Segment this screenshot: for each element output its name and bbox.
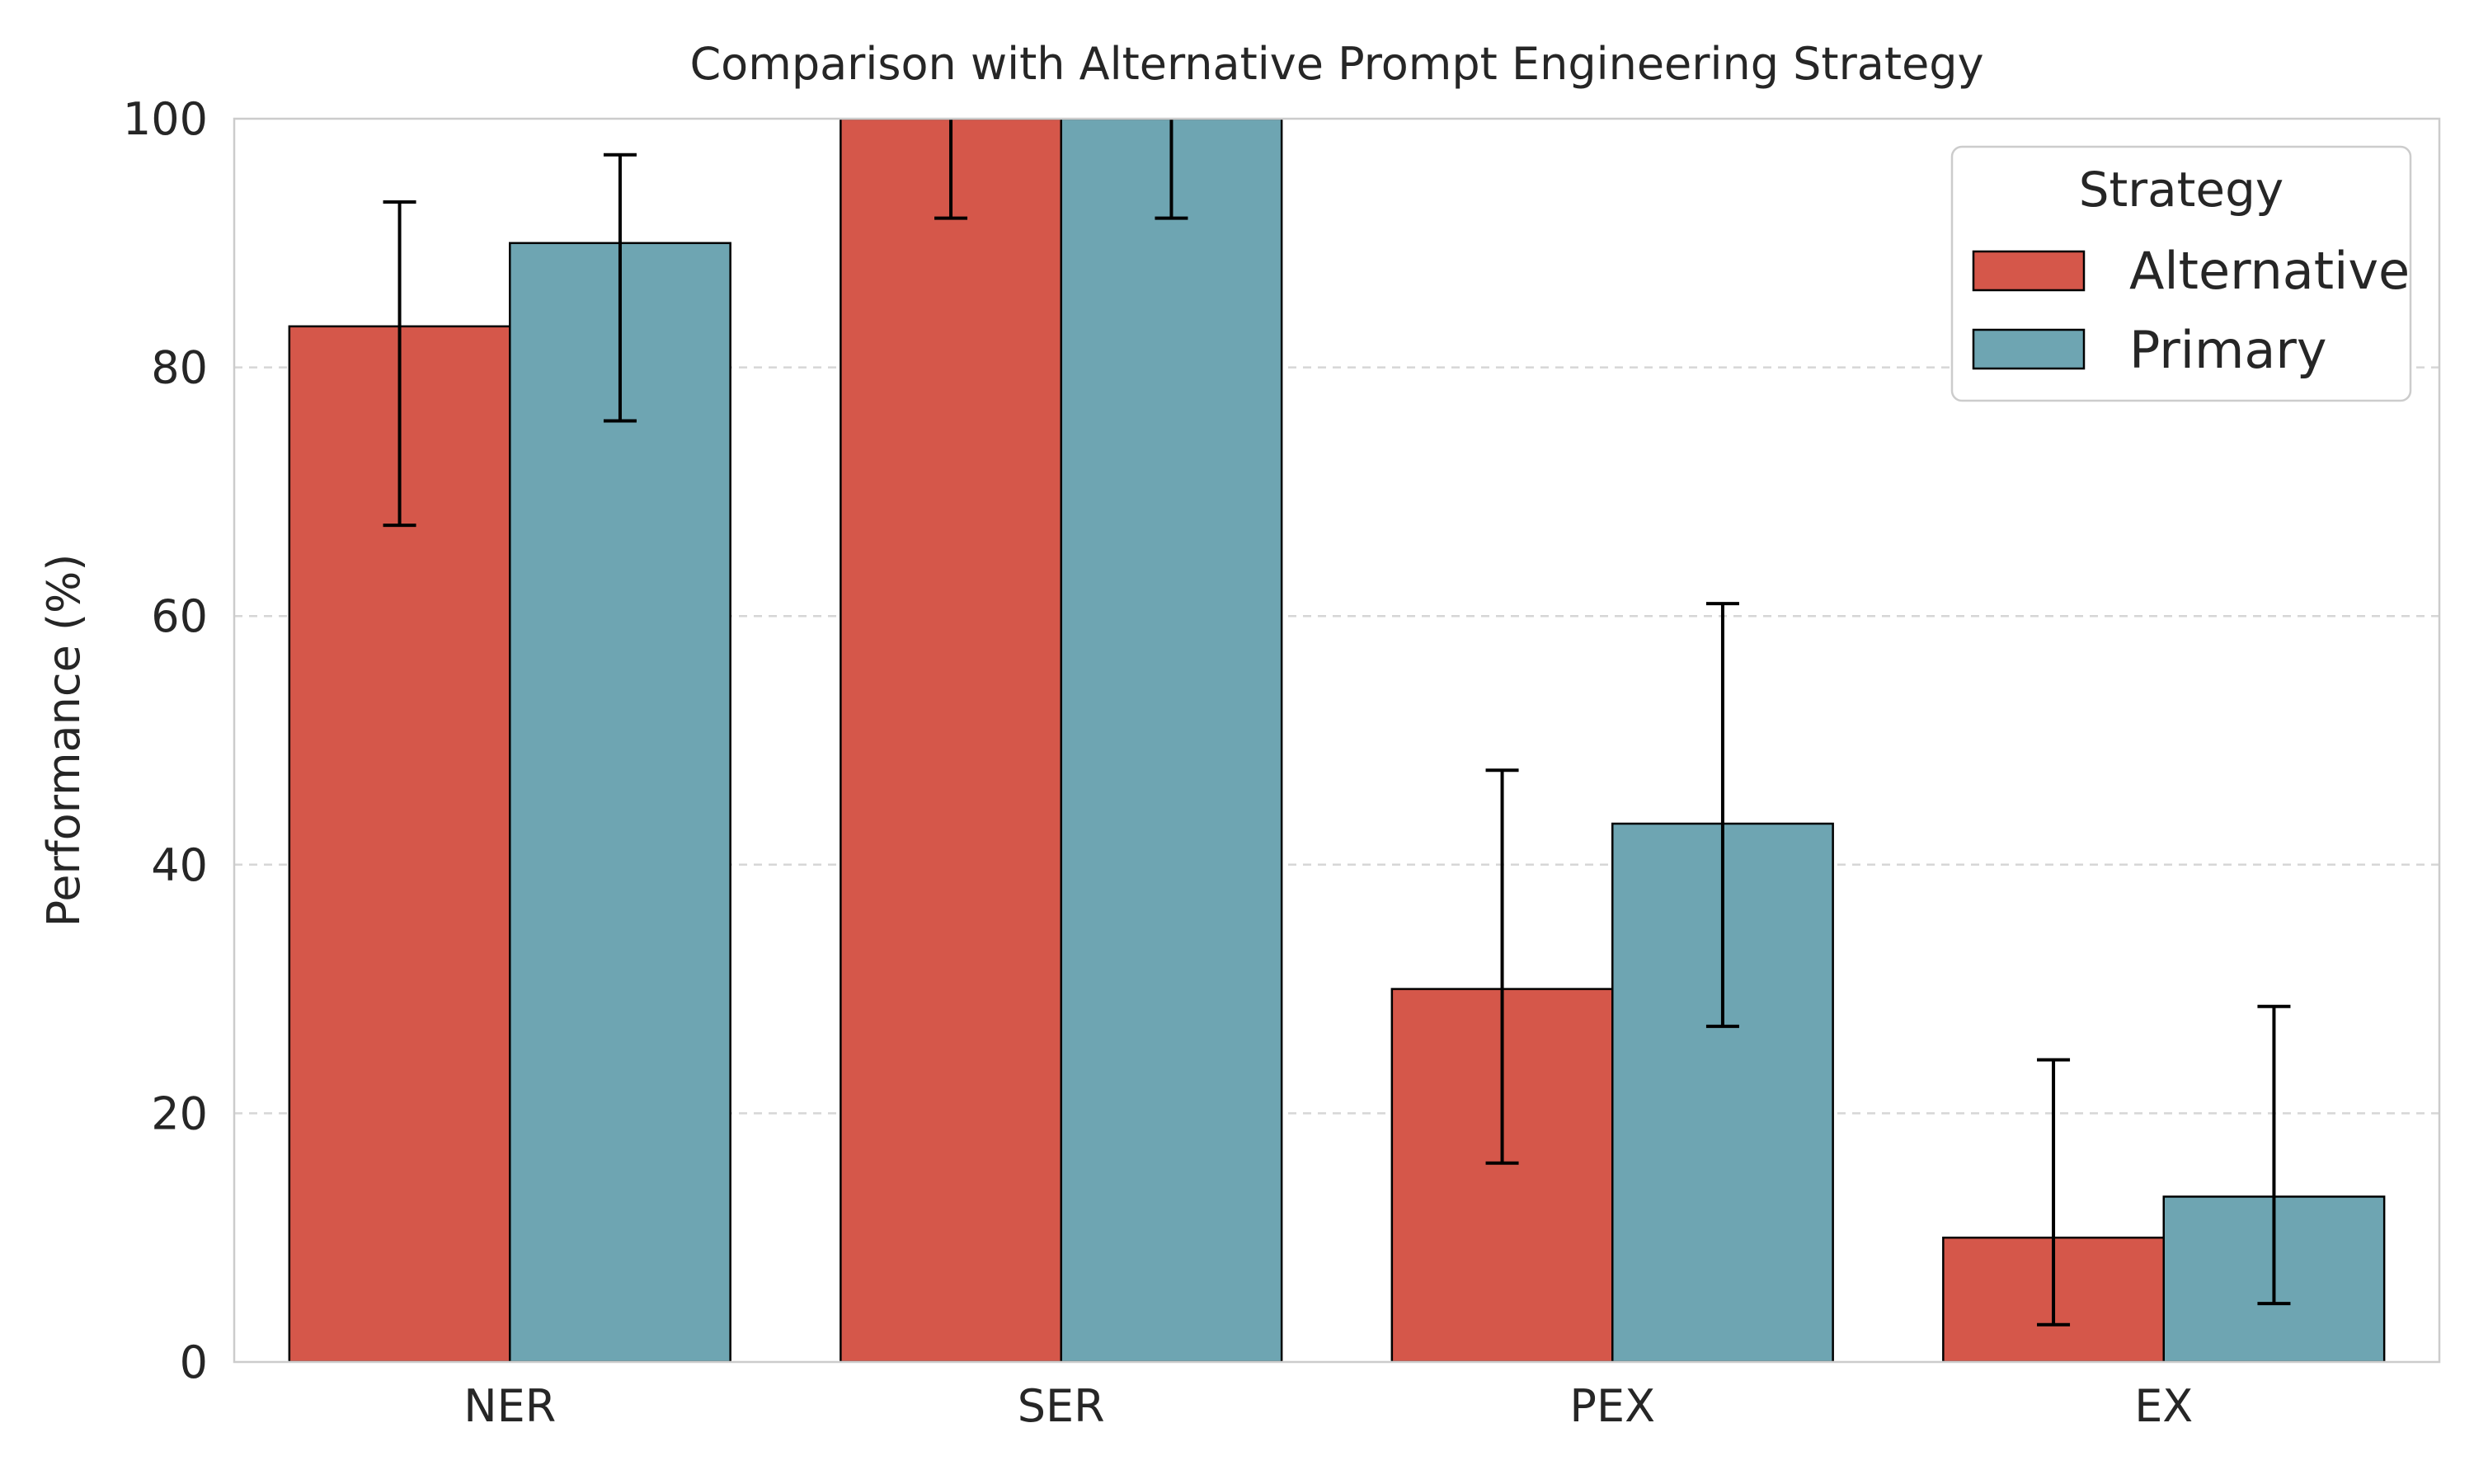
legend-swatch-alternative — [1972, 250, 2086, 292]
legend-label-alternative: Alternative — [2129, 241, 2410, 301]
bar-primary-ser — [1060, 119, 1283, 1362]
error-bar-primary-ex — [2257, 1004, 2291, 1306]
x-tick-label-ex: EX — [2134, 1380, 2193, 1432]
legend-title: Strategy — [2079, 162, 2284, 218]
y-tick-label-100: 100 — [123, 93, 208, 145]
x-tick-labels: NER SER PEX EX — [463, 1380, 2193, 1432]
x-tick-label-pex: PEX — [1569, 1380, 1655, 1432]
legend-swatch-primary — [1972, 328, 2086, 370]
y-tick-label-0: 0 — [180, 1336, 208, 1388]
y-tick-label-20: 20 — [151, 1087, 208, 1139]
legend-label-primary: Primary — [2129, 320, 2327, 380]
bar-primary-ner — [509, 242, 731, 1362]
y-tick-label-80: 80 — [151, 342, 208, 394]
bar-alternative-ser — [840, 119, 1062, 1362]
grid-lines — [234, 366, 2439, 1115]
x-tick-label-ser: SER — [1018, 1380, 1105, 1432]
error-bar-alternative-ex — [2037, 1058, 2071, 1327]
y-tick-label-40: 40 — [151, 839, 208, 891]
error-bars — [383, 119, 2291, 1327]
y-tick-label-60: 60 — [151, 590, 208, 642]
chart-title: Comparison with Alternative Prompt Engin… — [689, 38, 1983, 90]
error-bar-alternative-ner — [383, 200, 416, 528]
legend: Strategy Alternative Primary — [1950, 145, 2412, 402]
x-tick-label-ner: NER — [463, 1380, 556, 1432]
error-bar-alternative-pex — [1485, 768, 1519, 1165]
y-axis-label: Performance (%) — [38, 554, 90, 928]
error-bar-primary-ner — [603, 153, 637, 423]
error-bar-primary-pex — [1705, 602, 1739, 1028]
plot-frame — [233, 117, 2441, 1364]
y-tick-labels: 0 20 40 60 80 100 — [123, 93, 208, 1388]
